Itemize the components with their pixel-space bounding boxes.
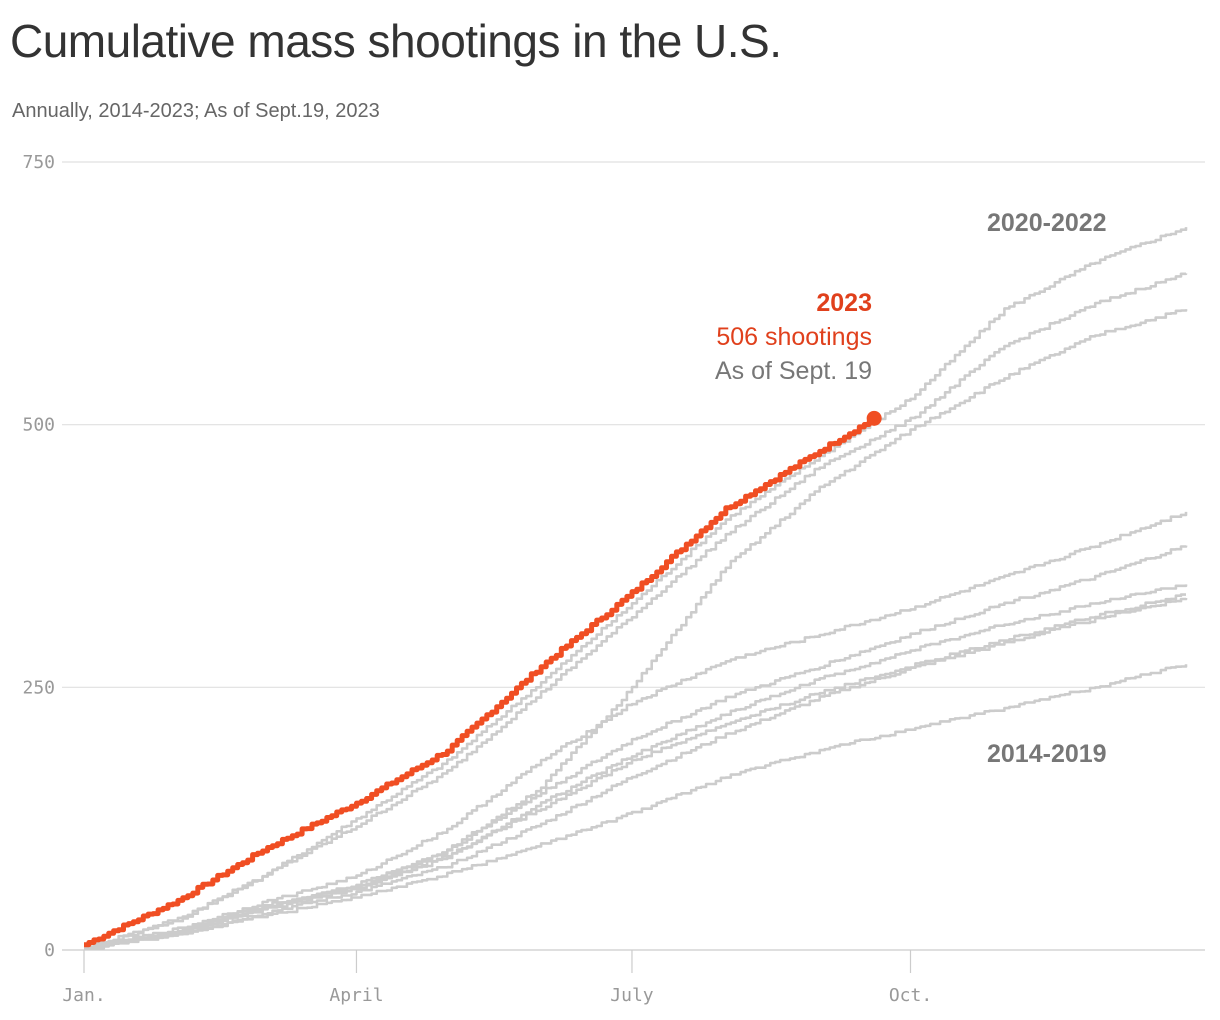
y-tick-label-750: 750 [22, 152, 55, 173]
group-label-2020-2022: 2020-2022 [987, 209, 1107, 237]
x-tick-label-0: Jan. [62, 985, 105, 1006]
y-axis-ticks: 0 250 500 750 [22, 152, 55, 961]
highlight-line [84, 410, 882, 948]
y-tick-label-250: 250 [22, 677, 55, 698]
series-line-2 [84, 272, 1188, 951]
series-line-4 [84, 511, 1188, 951]
series-line-9 [84, 664, 1188, 951]
x-axis-ticks: Jan. April July Oct. [62, 950, 932, 1006]
y-tick-label-0: 0 [44, 940, 55, 961]
series-line-1 [84, 227, 1188, 950]
x-tick-label-2: July [610, 985, 654, 1006]
x-tick-label-3: Oct. [889, 985, 932, 1006]
series-line-3 [84, 309, 1188, 951]
annotation-year: 2023 [816, 289, 872, 317]
series-line-7 [84, 593, 1186, 951]
series-line-8 [84, 597, 1188, 951]
annotation-count: 506 shootings [716, 323, 872, 351]
chart-subtitle: Annually, 2014-2023; As of Sept.19, 2023 [12, 100, 380, 122]
y-tick-label-500: 500 [22, 415, 55, 436]
series-line-6 [84, 584, 1188, 951]
other-year-lines [84, 227, 1188, 951]
annotation-date: As of Sept. 19 [715, 357, 872, 385]
group-label-2014-2019: 2014-2019 [987, 740, 1107, 768]
chart-title: Cumulative mass shootings in the U.S. [10, 15, 782, 67]
series-endpoint-2023 [866, 410, 882, 426]
x-tick-label-1: April [329, 985, 383, 1006]
grid-lines [62, 161, 1205, 951]
series-line-2023 [84, 418, 877, 948]
